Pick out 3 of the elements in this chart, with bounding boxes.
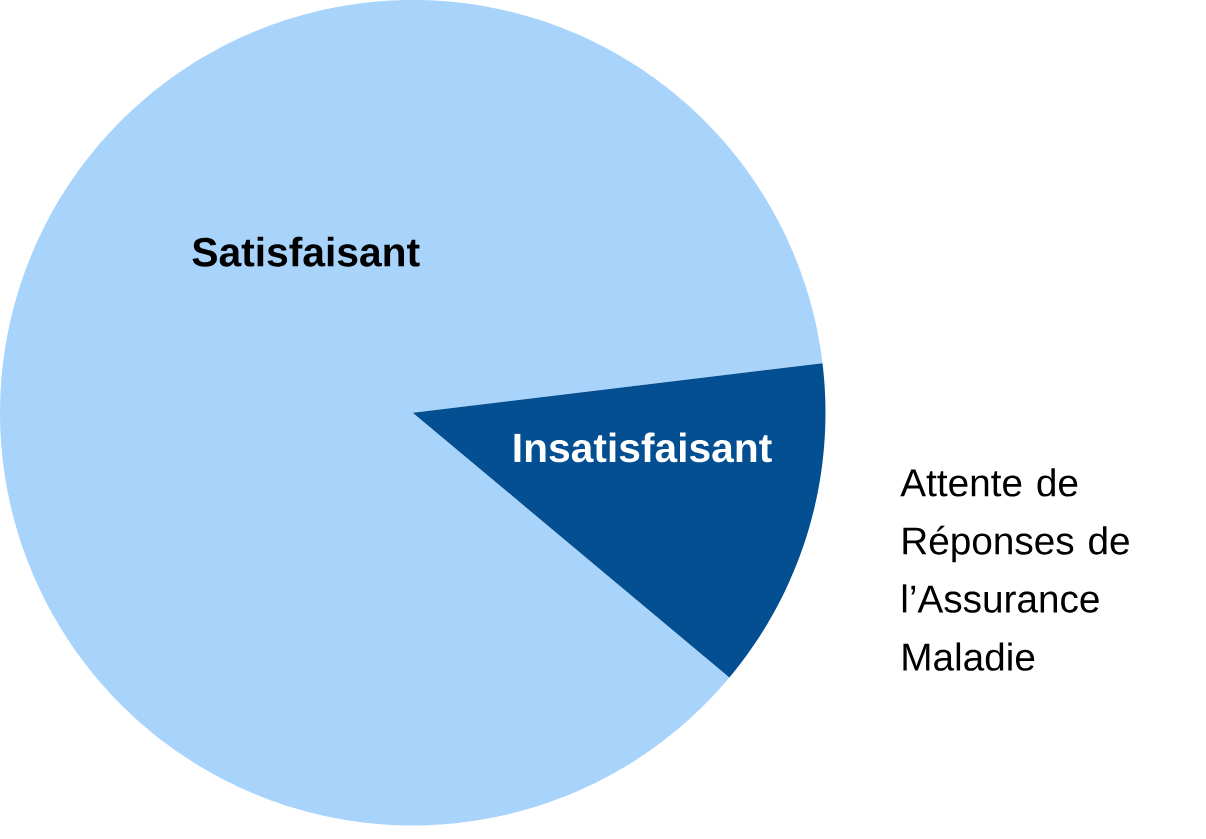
slice-label: Satisfaisant [192,236,420,267]
text: Attente de Réponses de l’Assurance Maladie [900,468,1129,672]
slice-label: Insatisfaisant [514,432,772,463]
